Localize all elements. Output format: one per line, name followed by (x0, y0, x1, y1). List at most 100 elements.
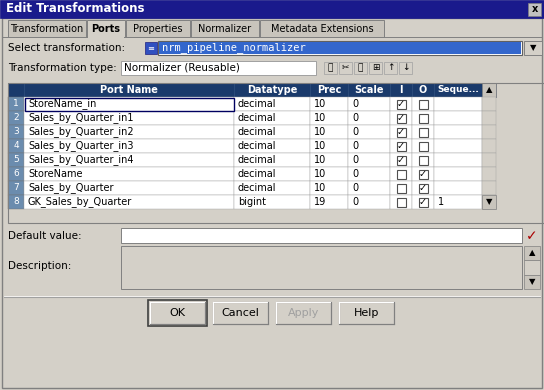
Text: Sales_by_Quarter: Sales_by_Quarter (28, 183, 114, 193)
Bar (310, 139, 348, 153)
Text: Port Name: Port Name (100, 85, 158, 95)
Text: 0: 0 (352, 141, 358, 151)
Bar (0, 0, 544, 18)
Text: 5: 5 (13, 156, 19, 165)
Bar (8, 20, 86, 37)
Text: Sales_by_Quarter_in4: Sales_by_Quarter_in4 (28, 154, 133, 165)
Text: ✓: ✓ (397, 99, 405, 109)
Bar (121, 61, 316, 75)
Text: ⛭: ⛭ (328, 64, 333, 73)
Text: Apply: Apply (288, 308, 319, 318)
Bar (434, 153, 482, 167)
Text: decimal: decimal (238, 99, 276, 109)
Bar (434, 167, 482, 181)
Text: ✓: ✓ (397, 155, 405, 165)
Bar (24, 181, 234, 195)
Text: decimal: decimal (238, 155, 276, 165)
Bar (121, 228, 522, 243)
Text: Cancel: Cancel (221, 308, 259, 318)
Bar (310, 181, 348, 195)
Bar (354, 62, 367, 74)
Bar (310, 111, 348, 125)
Text: ⎘: ⎘ (358, 64, 363, 73)
Text: ▼: ▼ (486, 197, 492, 206)
Bar (482, 111, 496, 125)
Bar (234, 125, 310, 139)
Bar (310, 83, 348, 97)
Bar (87, 20, 125, 37)
Bar (348, 167, 390, 181)
Bar (8, 153, 24, 167)
Bar (8, 97, 24, 111)
Bar (234, 83, 310, 97)
Text: ▼: ▼ (530, 44, 536, 53)
Bar (276, 302, 331, 324)
Bar (390, 181, 412, 195)
Bar (482, 181, 496, 195)
Bar (369, 62, 382, 74)
Text: decimal: decimal (238, 169, 276, 179)
Text: 0: 0 (352, 169, 358, 179)
Bar (524, 246, 540, 260)
Bar (348, 97, 390, 111)
Text: Scale: Scale (354, 85, 384, 95)
Bar (412, 139, 434, 153)
Bar (88, 35, 124, 37)
Bar (24, 97, 234, 111)
Text: bigint: bigint (238, 197, 266, 207)
Bar (234, 97, 310, 111)
Bar (24, 125, 234, 139)
Text: 10: 10 (314, 99, 326, 109)
Bar (482, 195, 496, 209)
Bar (390, 139, 412, 153)
Bar (418, 156, 428, 165)
Bar (8, 83, 544, 223)
Bar (234, 167, 310, 181)
Text: ✓: ✓ (419, 183, 427, 193)
Text: 0: 0 (352, 113, 358, 123)
Bar (310, 97, 348, 111)
Text: Transformation: Transformation (10, 23, 84, 34)
Bar (390, 153, 412, 167)
Text: 4: 4 (13, 142, 19, 151)
Text: ↓: ↓ (402, 64, 409, 73)
Bar (24, 83, 234, 97)
Bar (8, 195, 24, 209)
Bar (8, 139, 24, 153)
Bar (412, 181, 434, 195)
Text: 19: 19 (314, 197, 326, 207)
Bar (213, 302, 268, 324)
Text: nrm_pipeline_normalizer: nrm_pipeline_normalizer (162, 43, 306, 53)
Text: ▲: ▲ (486, 85, 492, 94)
Bar (158, 41, 522, 55)
Bar (390, 195, 412, 209)
Bar (418, 170, 428, 179)
Bar (384, 62, 397, 74)
Bar (418, 184, 428, 193)
Bar (482, 97, 496, 111)
Bar (418, 197, 428, 206)
Bar (310, 153, 348, 167)
Bar (482, 83, 496, 97)
Text: Sales_by_Quarter_in1: Sales_by_Quarter_in1 (28, 113, 133, 124)
Bar (8, 83, 24, 97)
Bar (348, 181, 390, 195)
Bar (482, 139, 496, 153)
Bar (397, 170, 405, 179)
Bar (348, 153, 390, 167)
Text: 8: 8 (13, 197, 19, 206)
Text: Prec: Prec (317, 85, 341, 95)
Bar (150, 302, 205, 324)
Text: Edit Transformations: Edit Transformations (6, 2, 145, 16)
Text: Normalizer (Reusable): Normalizer (Reusable) (124, 63, 240, 73)
Text: 10: 10 (314, 141, 326, 151)
Text: ▲: ▲ (529, 248, 535, 257)
Text: ✓: ✓ (526, 229, 538, 243)
Bar (482, 125, 496, 139)
Text: 10: 10 (314, 155, 326, 165)
Bar (339, 302, 394, 324)
Bar (412, 153, 434, 167)
Text: ↑: ↑ (387, 64, 394, 73)
Bar (191, 20, 259, 37)
Text: 0: 0 (352, 127, 358, 137)
